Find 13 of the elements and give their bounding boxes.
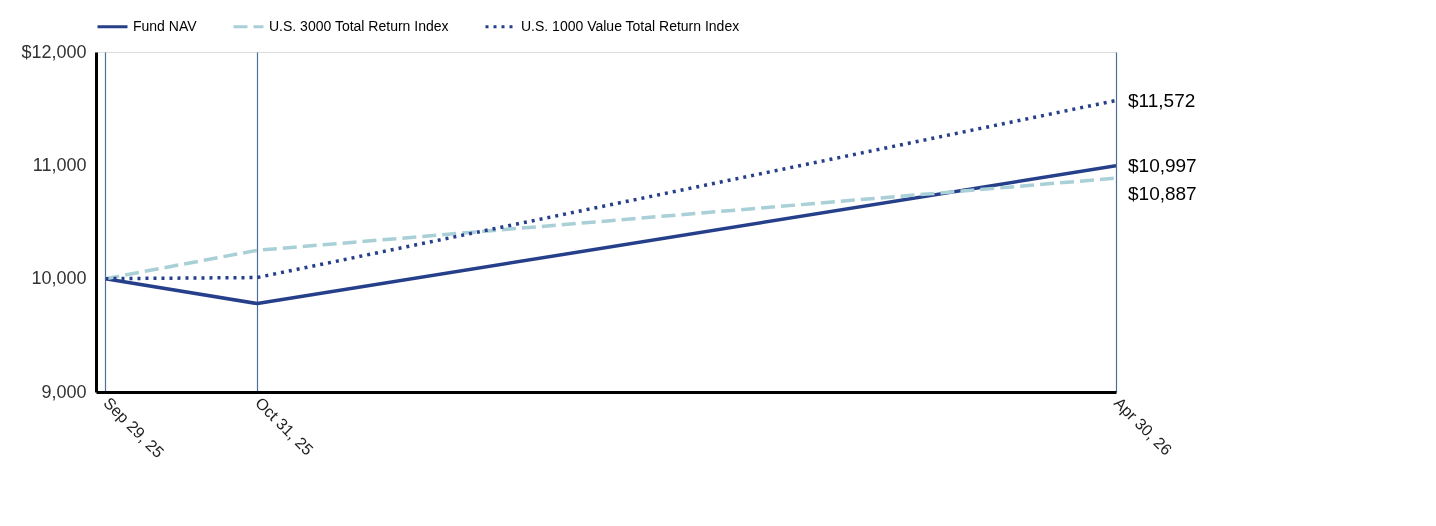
data-label: $10,997 (1128, 154, 1197, 176)
legend-label: U.S. 1000 Value Total Return Index (521, 17, 740, 34)
x-tick-label: Apr 30, 26 (1110, 394, 1176, 459)
legend-label: Fund NAV (133, 17, 198, 34)
x-tick-label: Oct 31, 25 (252, 394, 317, 459)
y-tick-label: 11,000 (32, 154, 87, 175)
x-tick-label: Sep 29, 25 (100, 394, 168, 461)
y-tick-label: 9,000 (41, 381, 87, 402)
data-label: $10,887 (1128, 182, 1197, 204)
y-tick-label: 10,000 (31, 268, 87, 289)
data-label: $11,572 (1128, 89, 1196, 111)
y-tick-label: $12,000 (21, 41, 87, 62)
legend-label: U.S. 3000 Total Return Index (269, 17, 449, 34)
